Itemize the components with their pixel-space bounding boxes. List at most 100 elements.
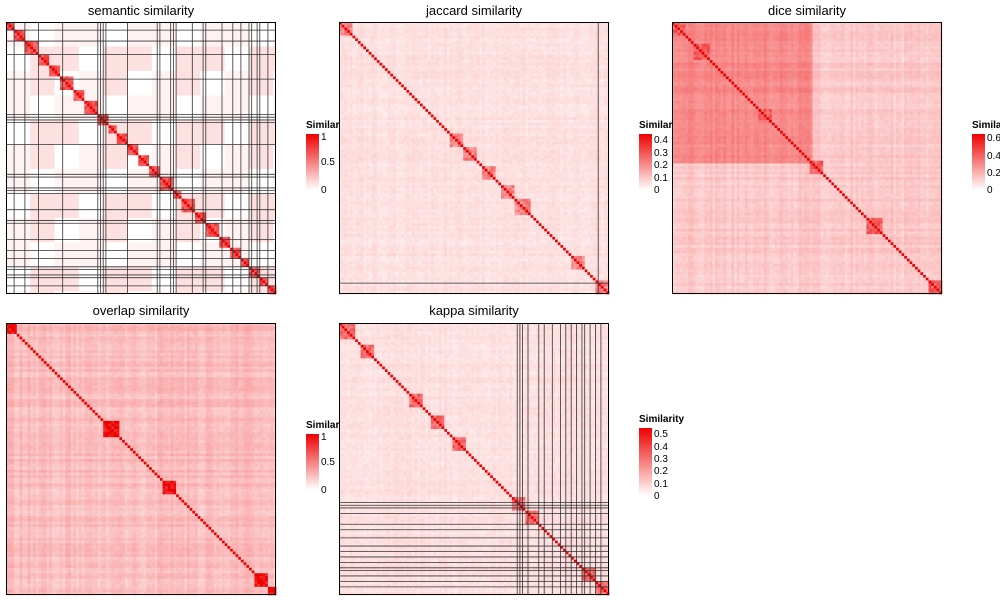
heatmap-cell <box>213 68 217 72</box>
heatmap-cell <box>184 68 188 72</box>
heatmap-cell <box>65 92 69 96</box>
heatmap-cell <box>235 51 239 55</box>
heatmap-cell <box>105 149 109 153</box>
heatmap-cell <box>54 60 58 64</box>
heatmap-cell <box>11 54 15 58</box>
heatmap-cell <box>11 119 15 123</box>
heatmap-cell <box>246 90 250 94</box>
heatmap-cell <box>89 117 93 121</box>
heatmap-cell <box>68 76 72 80</box>
heatmap-cell <box>132 136 136 140</box>
heatmap-cell <box>154 114 158 118</box>
heatmap-cell <box>170 149 174 153</box>
heatmap-cell <box>127 130 131 134</box>
heatmap-cell <box>143 35 147 39</box>
heatmap-cell <box>19 30 23 34</box>
heatmap-cell <box>87 106 91 110</box>
heatmap-cell <box>33 32 37 36</box>
heatmap-cell <box>240 90 244 94</box>
heatmap-cell <box>246 41 250 45</box>
heatmap-cell <box>19 138 23 143</box>
heatmap-cell <box>51 81 55 85</box>
heatmap-cell <box>68 122 72 126</box>
heatmap-cell <box>181 27 185 31</box>
heatmap-cell <box>141 152 145 156</box>
heatmap-cell <box>176 109 180 113</box>
heatmap-cell <box>154 95 158 99</box>
heatmap-cell <box>16 65 20 69</box>
heatmap-cell <box>124 84 128 88</box>
heatmap-cell <box>205 22 209 26</box>
heatmap-cell <box>141 62 145 66</box>
heatmap-cell <box>119 100 123 104</box>
heatmap-cell <box>14 125 18 129</box>
heatmap-cell <box>208 41 212 45</box>
heatmap-cell <box>57 106 61 110</box>
heatmap-cell <box>232 32 236 36</box>
heatmap-cell <box>54 133 58 137</box>
heatmap-cell <box>87 130 91 134</box>
heatmap-cell <box>57 73 61 77</box>
heatmap-cell <box>43 76 47 80</box>
heatmap-cell <box>62 125 66 129</box>
heatmap-cell <box>49 125 53 129</box>
heatmap-cell <box>62 46 66 50</box>
heatmap-cell <box>105 90 109 94</box>
heatmap-cell <box>49 27 53 31</box>
heatmap-cell <box>211 81 215 85</box>
heatmap-cell <box>78 60 82 64</box>
heatmap-cell <box>132 57 136 61</box>
heatmap-cell <box>41 114 45 118</box>
heatmap-cell <box>246 32 250 36</box>
heatmap-cell <box>162 65 166 69</box>
heatmap-cell <box>251 51 255 55</box>
heatmap-cell <box>213 22 217 26</box>
heatmap-cell <box>111 144 115 148</box>
heatmap-cell <box>22 114 26 118</box>
heatmap-cell <box>151 138 155 143</box>
heatmap-cell <box>267 147 271 151</box>
heatmap-cell <box>254 38 258 42</box>
heatmap-cell <box>146 147 150 151</box>
heatmap-cell <box>68 62 72 66</box>
heatmap-cell <box>186 43 190 47</box>
heatmap-cell <box>130 73 134 77</box>
heatmap-cell <box>62 51 66 55</box>
heatmap-cell <box>141 70 145 75</box>
heatmap-cell <box>49 87 53 91</box>
heatmap-cell <box>251 35 255 39</box>
heatmap-cell <box>203 141 207 145</box>
heatmap-cell <box>205 65 209 69</box>
heatmap-cell <box>68 111 72 115</box>
heatmap-cell <box>57 68 61 72</box>
heatmap-cell <box>195 22 199 26</box>
heatmap-cell <box>238 68 242 72</box>
heatmap-cell <box>111 117 115 121</box>
heatmap-cell <box>70 125 74 129</box>
heatmap-cell <box>114 57 118 61</box>
heatmap-cell <box>132 111 136 115</box>
heatmap-cell <box>111 54 115 58</box>
heatmap-cell <box>30 32 34 36</box>
heatmap-cell <box>73 133 77 137</box>
heatmap-cell <box>254 98 258 102</box>
heatmap-cell <box>249 138 253 143</box>
heatmap-cell <box>203 27 207 31</box>
heatmap-cell <box>81 22 85 26</box>
heatmap-cell <box>43 109 47 113</box>
heatmap-cell <box>181 60 185 64</box>
heatmap-cell <box>62 144 66 148</box>
heatmap-cell <box>124 147 128 151</box>
heatmap-cell <box>35 68 39 72</box>
heatmap-cell <box>141 43 145 47</box>
heatmap-cell <box>108 128 112 132</box>
heatmap-cell <box>43 51 47 55</box>
heatmap-cell <box>238 117 242 121</box>
heatmap-cell <box>11 98 15 102</box>
heatmap-cell <box>92 73 96 77</box>
heatmap-cell <box>84 46 88 50</box>
heatmap-cell <box>73 54 77 58</box>
heatmap-cell <box>135 119 139 123</box>
heatmap-cell <box>76 92 80 96</box>
heatmap-cell <box>43 117 47 121</box>
